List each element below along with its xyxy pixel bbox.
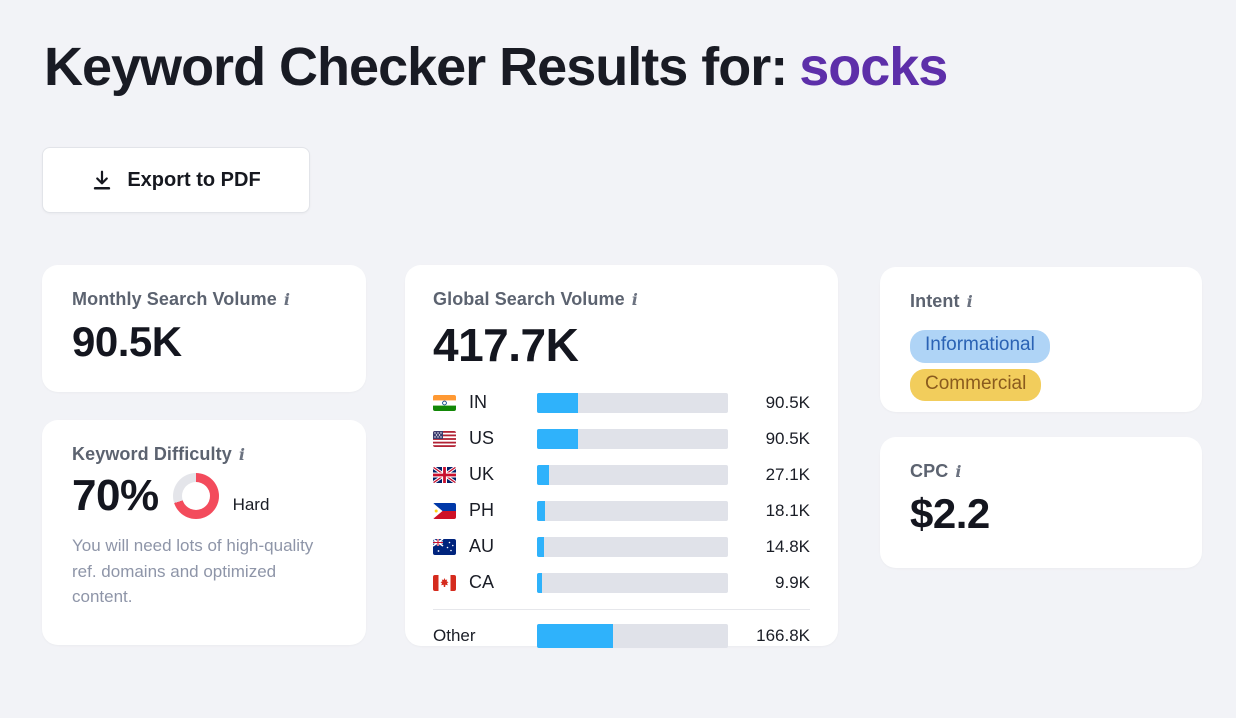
country-code: AU	[469, 536, 495, 556]
country-bar	[537, 500, 728, 521]
country-row: PH 18.1K	[433, 500, 810, 521]
keyword-difficulty-value: 70%	[72, 471, 159, 520]
cpc-value: $2.2	[910, 490, 990, 537]
info-icon[interactable]: i	[966, 291, 973, 311]
cpc-label: CPC i	[910, 461, 1172, 482]
download-icon	[91, 169, 113, 191]
keyword-difficulty-label: Keyword Difficulty i	[72, 444, 336, 465]
divider	[433, 609, 810, 610]
country-bar	[537, 392, 728, 413]
country-bar	[537, 536, 728, 557]
difficulty-description: You will need lots of high-quality ref. …	[72, 536, 314, 606]
country-bar	[537, 464, 728, 485]
country-code: CA	[469, 572, 495, 592]
flag-ca-icon	[433, 574, 456, 591]
intent-label: Intent i	[910, 291, 1172, 312]
flag-uk-icon	[433, 466, 456, 483]
country-row: US 90.5K	[433, 428, 810, 449]
global-search-volume-label-text: Global Search Volume	[433, 289, 625, 309]
country-row: UK 27.1K	[433, 464, 810, 485]
country-value: 90.5K	[765, 428, 810, 448]
country-value: 18.1K	[765, 500, 810, 520]
country-bar	[537, 428, 728, 449]
keyword-difficulty-label-text: Keyword Difficulty	[72, 444, 232, 464]
cpc-label-text: CPC	[910, 461, 949, 481]
page-title: Keyword Checker Results for: socks	[44, 36, 948, 98]
other-value: 166.8K	[756, 626, 810, 645]
monthly-search-volume-label: Monthly Search Volume i	[72, 289, 336, 310]
country-row: AU 14.8K	[433, 536, 810, 557]
info-icon[interactable]: i	[238, 444, 246, 464]
country-value: 14.8K	[765, 536, 810, 556]
difficulty-donut-chart	[172, 473, 219, 519]
export-pdf-label: Export to PDF	[127, 168, 261, 191]
country-value: 27.1K	[765, 464, 810, 484]
flag-ph-icon	[433, 502, 456, 519]
info-icon[interactable]: i	[631, 289, 638, 309]
intent-label-text: Intent	[910, 291, 960, 311]
monthly-search-volume-label-text: Monthly Search Volume	[72, 289, 277, 309]
flag-in-icon	[433, 394, 456, 411]
export-pdf-button[interactable]: Export to PDF	[42, 147, 310, 213]
flag-us-icon	[433, 430, 456, 447]
intent-card: Intent i Informational Commercial	[880, 267, 1202, 412]
country-row: CA 9.9K	[433, 572, 810, 593]
other-bar-fill	[537, 624, 614, 648]
keyword-difficulty-card: Keyword Difficulty i 70% Hard You will n…	[42, 420, 366, 645]
page-title-keyword: socks	[799, 37, 948, 97]
other-bar	[537, 624, 728, 648]
keyword-difficulty-row: 70% Hard	[72, 471, 336, 521]
global-search-volume-value: 417.7K	[433, 319, 579, 371]
page-title-text: Keyword Checker Results for:	[44, 37, 788, 97]
intent-badge-commercial: Commercial	[910, 368, 1042, 402]
country-code: US	[469, 428, 495, 448]
global-search-volume-card: Global Search Volume i 417.7K IN 90.5K US 9…	[405, 265, 838, 648]
country-code: PH	[469, 500, 495, 520]
country-code: IN	[469, 392, 487, 412]
country-value: 90.5K	[765, 392, 810, 412]
difficulty-rating: Hard	[232, 495, 270, 514]
other-row: Other 166.8K	[433, 624, 810, 648]
monthly-search-volume-card: Monthly Search Volume i 90.5K	[42, 265, 366, 392]
country-bar	[537, 572, 728, 593]
country-list: IN 90.5K US 90.5K UK 27.1K PH 18.1K AU 14.8K CA 9.9…	[433, 392, 810, 593]
info-icon[interactable]: i	[955, 461, 962, 481]
flag-au-icon	[433, 538, 456, 555]
country-code: UK	[469, 464, 495, 484]
cpc-card: CPC i $2.2	[880, 437, 1202, 568]
info-icon[interactable]: i	[283, 289, 290, 309]
country-row: IN 90.5K	[433, 392, 810, 413]
monthly-search-volume-value: 90.5K	[72, 318, 182, 365]
other-label: Other	[433, 626, 476, 645]
country-value: 9.9K	[775, 572, 810, 592]
intent-badges: Informational Commercial	[910, 330, 1172, 402]
global-search-volume-label: Global Search Volume i	[433, 289, 810, 310]
intent-badge-informational: Informational	[910, 330, 1050, 363]
